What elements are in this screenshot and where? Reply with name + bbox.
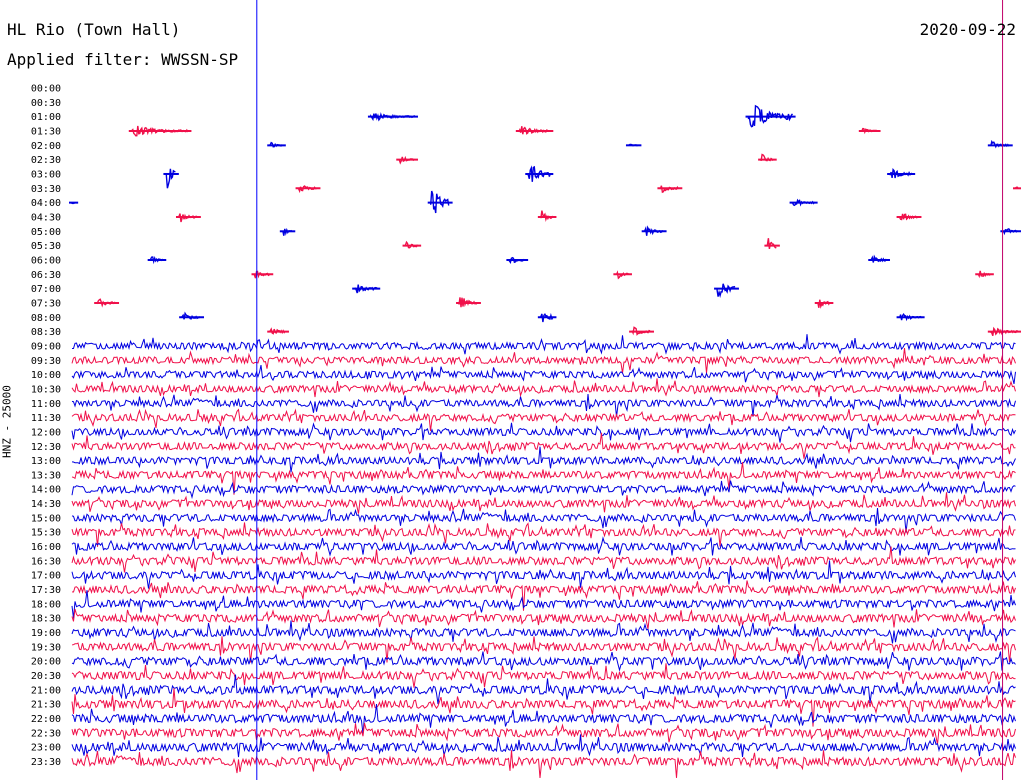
row-label: 14:00 bbox=[31, 485, 61, 496]
trace-line bbox=[71, 674, 1016, 705]
date-label: 2020-09-22 bbox=[919, 20, 1016, 39]
trace-line bbox=[71, 651, 1016, 672]
trace-line bbox=[71, 408, 1016, 431]
row-label: 20:00 bbox=[31, 657, 61, 668]
trace-line bbox=[71, 462, 1016, 495]
row-label: 22:00 bbox=[31, 714, 61, 725]
row-label: 19:00 bbox=[31, 628, 61, 639]
row-label: 06:00 bbox=[31, 255, 61, 266]
row-label: 03:00 bbox=[31, 169, 61, 180]
row-label: 14:30 bbox=[31, 499, 61, 510]
row-label: 09:30 bbox=[31, 356, 61, 367]
row-label: 15:30 bbox=[31, 528, 61, 539]
row-label: 01:00 bbox=[31, 112, 61, 123]
trace-line bbox=[71, 560, 1016, 589]
row-label: 05:30 bbox=[31, 241, 61, 252]
row-label: 10:30 bbox=[31, 384, 61, 395]
row-label: 22:30 bbox=[31, 728, 61, 739]
row-label: 20:30 bbox=[31, 671, 61, 682]
row-label: 13:30 bbox=[31, 470, 61, 481]
filter-subtitle: Applied filter: WWSSN-SP bbox=[7, 50, 239, 69]
trace-line bbox=[71, 422, 1016, 443]
row-label: 18:30 bbox=[31, 614, 61, 625]
row-label: 00:30 bbox=[31, 98, 61, 109]
y-axis-label: HNZ - 25000 bbox=[0, 385, 14, 458]
row-label: 03:30 bbox=[31, 184, 61, 195]
trace-line bbox=[71, 590, 1016, 619]
row-label: 09:00 bbox=[31, 341, 61, 352]
event-burst bbox=[430, 190, 450, 214]
row-label: 19:30 bbox=[31, 642, 61, 653]
event-burst bbox=[540, 210, 554, 223]
row-label: 17:30 bbox=[31, 585, 61, 596]
row-label: 06:30 bbox=[31, 270, 61, 281]
time-markers bbox=[256, 0, 1004, 780]
row-label: 18:00 bbox=[31, 599, 61, 610]
row-time-labels: 00:00 00:30 01:00 01:30 02:00 02:30 03:00 03:30… bbox=[31, 84, 61, 769]
trace-line bbox=[71, 492, 1016, 514]
trace-line bbox=[71, 347, 1016, 374]
row-label: 04:30 bbox=[31, 212, 61, 223]
row-label: 17:00 bbox=[31, 571, 61, 582]
trace-line bbox=[71, 480, 1016, 500]
trace-line bbox=[71, 608, 1016, 630]
trace-line bbox=[71, 364, 1016, 385]
row-label: 16:00 bbox=[31, 542, 61, 553]
row-label: 11:00 bbox=[31, 399, 61, 410]
row-label: 08:00 bbox=[31, 313, 61, 324]
row-label: 15:00 bbox=[31, 513, 61, 524]
row-label: 02:00 bbox=[31, 141, 61, 152]
row-label: 01:30 bbox=[31, 126, 61, 137]
event-burst bbox=[540, 312, 554, 323]
row-label: 23:30 bbox=[31, 757, 61, 768]
station-title: HL Rio (Town Hall) bbox=[7, 20, 181, 39]
row-label: 02:30 bbox=[31, 155, 61, 166]
trace-line bbox=[71, 722, 1016, 745]
row-label: 08:30 bbox=[31, 327, 61, 338]
row-label: 16:30 bbox=[31, 556, 61, 567]
row-label: 21:00 bbox=[31, 685, 61, 696]
trace-line bbox=[71, 432, 1016, 459]
row-label: 11:30 bbox=[31, 413, 61, 424]
row-label: 21:30 bbox=[31, 700, 61, 711]
seismogram-traces bbox=[69, 104, 1021, 779]
trace-line bbox=[71, 750, 1016, 779]
trace-line bbox=[71, 378, 1016, 398]
trace-line bbox=[71, 508, 1016, 533]
trace-line bbox=[71, 636, 1016, 663]
row-label: 00:00 bbox=[31, 84, 61, 95]
event-burst bbox=[165, 168, 176, 189]
row-label: 13:00 bbox=[31, 456, 61, 467]
trace-line bbox=[71, 663, 1016, 688]
trace-line bbox=[71, 536, 1016, 557]
row-label: 07:00 bbox=[31, 284, 61, 295]
trace-line bbox=[71, 446, 1016, 473]
trace-line bbox=[71, 394, 1016, 417]
trace-line bbox=[71, 620, 1016, 644]
row-label: 04:00 bbox=[31, 198, 61, 209]
row-label: 05:00 bbox=[31, 227, 61, 238]
row-label: 12:30 bbox=[31, 442, 61, 453]
row-label: 07:30 bbox=[31, 298, 61, 309]
trace-line bbox=[71, 734, 1016, 758]
trace-line bbox=[71, 546, 1016, 573]
trace-line bbox=[71, 688, 1016, 727]
event-burst bbox=[766, 238, 777, 250]
event-burst bbox=[716, 283, 736, 299]
row-label: 23:00 bbox=[31, 743, 61, 754]
trace-line bbox=[71, 522, 1016, 547]
row-label: 12:00 bbox=[31, 427, 61, 438]
row-label: 10:00 bbox=[31, 370, 61, 381]
trace-line bbox=[71, 580, 1016, 611]
trace-line bbox=[71, 703, 1016, 735]
trace-line bbox=[72, 334, 1016, 355]
